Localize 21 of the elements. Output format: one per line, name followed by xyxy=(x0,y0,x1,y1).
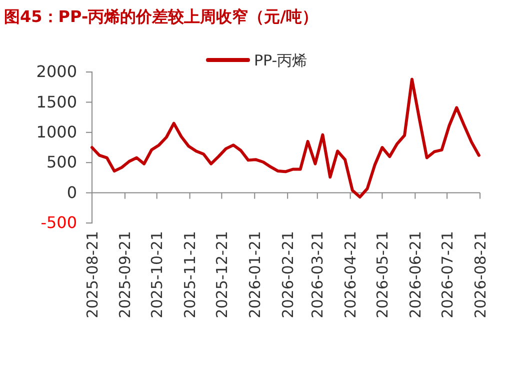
x-tick-label: 2026-07-21 xyxy=(438,231,456,318)
y-tick-label: 2000 xyxy=(36,62,77,82)
x-tick-label: 2025-12-21 xyxy=(212,231,231,318)
x-tick-label: 2025-11-21 xyxy=(181,231,200,318)
x-tick-label: 2026-04-21 xyxy=(342,231,360,318)
x-tick-label: 2026-01-21 xyxy=(246,231,264,318)
chart-title: 图45：PP-丙烯的价差较上周收窄（元/吨） xyxy=(4,7,318,26)
x-tick-label: 2026-08-21 xyxy=(471,231,490,318)
x-tick-label: 2025-09-21 xyxy=(116,231,134,318)
y-tick-label: 1000 xyxy=(36,122,77,142)
y-tick-label: 500 xyxy=(46,152,77,172)
x-tick-label: 2025-10-21 xyxy=(148,231,166,318)
x-tick-label: 2025-08-21 xyxy=(83,231,102,318)
x-tick-label: 2026-05-21 xyxy=(373,231,392,318)
y-tick-label: 0 xyxy=(66,182,77,202)
legend-label: PP-丙烯 xyxy=(254,51,308,70)
x-tick-label: 2026-06-21 xyxy=(406,231,424,318)
x-tick-label: 2026-02-21 xyxy=(278,231,297,318)
y-tick-label: 1500 xyxy=(36,92,77,112)
x-tick-label: 2026-03-21 xyxy=(308,231,327,318)
y-tick-label: -500 xyxy=(40,213,77,232)
